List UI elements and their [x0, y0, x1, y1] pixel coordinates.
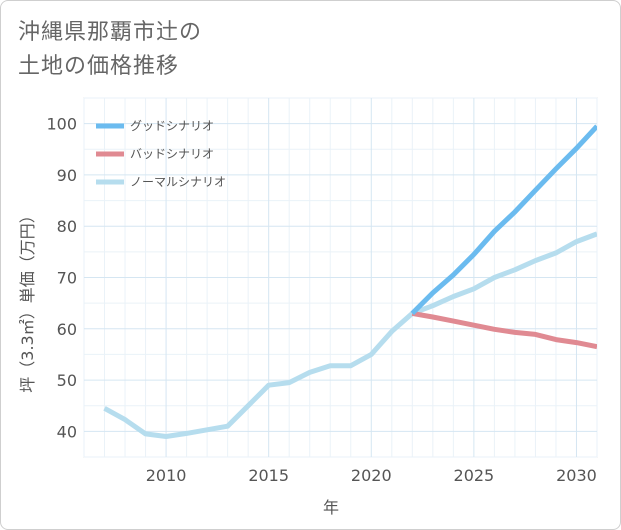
x-axis-title: 年 [323, 498, 339, 517]
x-tick-label: 2020 [351, 466, 392, 485]
legend-label: ノーマルシナリオ [130, 175, 226, 189]
series-line-2 [103, 231, 597, 439]
y-tick-label: 90 [57, 166, 77, 185]
x-tick-labels: 2010 2015 2020 2025 2030 [146, 466, 597, 485]
x-tick-label: 2030 [556, 466, 597, 485]
y-tick-labels: 40 50 60 70 80 90 100 [46, 115, 77, 442]
x-tick-label: 2025 [454, 466, 495, 485]
y-tick-label: 60 [57, 320, 77, 339]
legend-label: バッドシナリオ [130, 147, 214, 161]
grid [83, 97, 598, 458]
series-lines [103, 124, 597, 439]
y-tick-label: 50 [57, 371, 77, 390]
series-line-1 [411, 310, 597, 350]
legend-label: グッドシナリオ [130, 119, 214, 133]
chart-title-line2: 土地の価格推移 [18, 54, 180, 79]
x-tick-label: 2010 [146, 466, 187, 485]
y-tick-label: 100 [46, 115, 77, 134]
y-tick-label: 70 [57, 269, 77, 288]
x-tick-label: 2015 [248, 466, 289, 485]
chart-title: 沖縄県那覇市辻の 土地の価格推移 [18, 16, 202, 84]
chart-title-line1: 沖縄県那覇市辻の [18, 20, 203, 45]
series-line-0 [410, 124, 597, 316]
y-tick-label: 80 [57, 217, 77, 236]
y-tick-label: 40 [57, 422, 77, 441]
y-axis-title: 坪（3.3㎡）単価（万円） [18, 207, 37, 392]
